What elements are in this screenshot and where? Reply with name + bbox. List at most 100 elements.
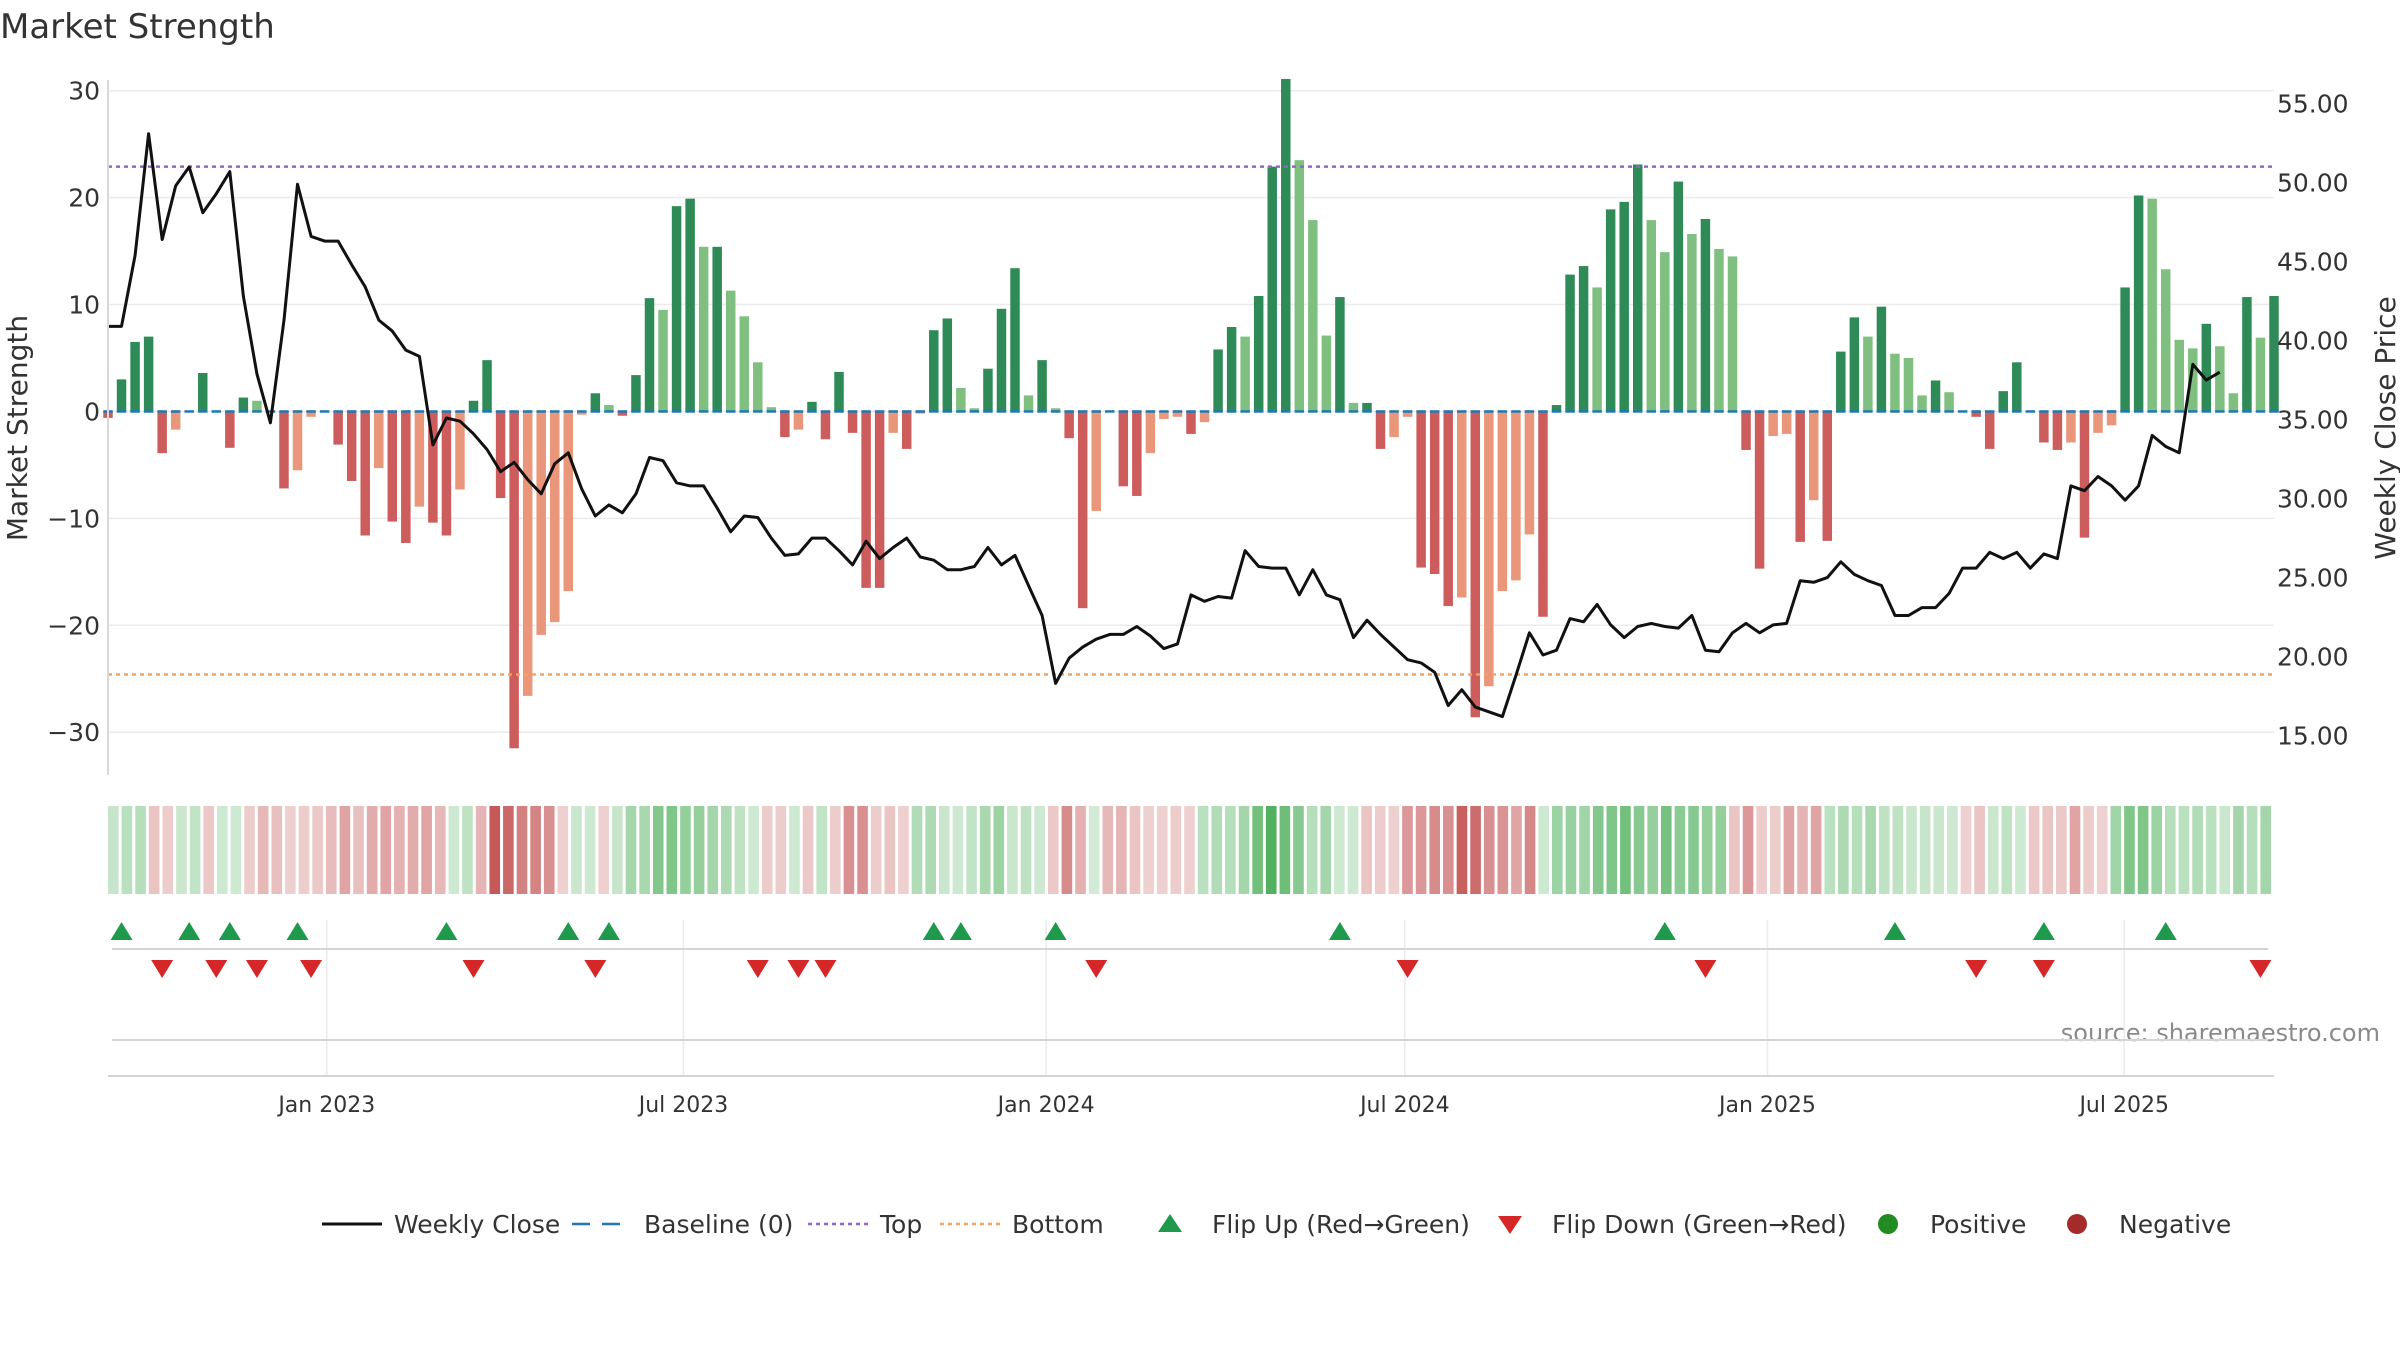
strip-cell [489,806,501,894]
strip-cell [1197,806,1209,894]
strength-bar [455,411,465,490]
strip-cell [1511,806,1522,894]
weekly-close-series [108,132,2221,719]
strength-bar [1253,295,1264,412]
strip-cell [380,806,392,894]
strip-cell [2205,806,2217,894]
strip-cell [652,806,664,894]
strength-bar [2201,323,2212,412]
strength-bar [590,393,601,412]
strip-cell [1987,806,1999,894]
strength-bar [495,411,506,499]
strength-bar [1132,411,1142,496]
strip-cell [1769,806,1781,894]
strength-bar [387,411,398,522]
strength-bar [1849,317,1860,412]
strip-cell [1020,806,1032,894]
strength-bar [428,411,438,523]
strip-cell [1974,806,1985,894]
flip-down-marker [1694,960,1717,978]
strip-cell [189,806,201,894]
strip-cell [993,806,1005,894]
strength-bar [1497,411,1508,592]
strength-bar [820,411,831,440]
strip-cell [1674,806,1686,894]
strip-cell [2151,806,2163,894]
legend-item: Weekly Close [322,1210,560,1239]
strip-cell [1265,806,1277,894]
x-tick-label: Jul 2023 [637,1093,729,1118]
strength-bar [712,246,722,412]
strength-bar [252,400,262,412]
strip-cell [543,806,555,894]
strength-bar [2106,411,2117,426]
strip-cell [421,806,432,894]
strength-bar [1308,220,1318,412]
strip-cell [775,806,787,894]
strength-bar [157,411,167,454]
strength-bar [1944,392,1954,412]
strip-cell [2165,806,2176,894]
flip-up-marker [178,922,201,940]
strip-cell [898,806,909,894]
strength-bar [441,411,452,536]
strip-cell [789,806,800,894]
strength-bar [1903,358,1914,412]
strip-cell [666,806,678,894]
strip-cell [2219,806,2231,894]
flip-down-marker [151,960,174,978]
strip-cell [1606,806,1618,894]
strength-bar [861,411,871,588]
strength-bar [522,411,533,696]
strip-cell [2124,806,2135,894]
strength-bar [1186,411,1196,434]
strength-bar [306,411,316,417]
strip-cell [1320,806,1332,894]
strength-bar [1091,411,1101,511]
strength-bar [1470,411,1481,718]
strip-cell [1592,806,1604,894]
strip-cell [721,806,732,894]
strip-cell [1388,806,1400,894]
strength-bar [198,372,208,412]
y-tick-right: 50.00 [2277,169,2349,198]
y-axis-right-label: Weekly Close Price [2369,296,2400,559]
strength-bar [698,246,709,412]
y-axis-left-label: Market Strength [1,315,34,541]
strength-bar [2120,287,2130,412]
strip-cell [1034,806,1045,894]
strength-bar [292,411,303,471]
strip-cell [176,806,187,894]
strip-cell [216,806,228,894]
strength-bar [1037,360,1047,412]
flip-down-marker [205,960,228,978]
strength-bar [2160,269,2171,412]
strip-cell [1238,806,1250,894]
strength-bar [1010,268,1020,412]
strip-cell [1061,806,1073,894]
legend-item: Flip Down (Green→Red) [1498,1210,1847,1239]
strength-bar [1619,201,1629,412]
strength-bar [509,411,519,749]
strip-cell [1252,806,1263,894]
strip-cell [271,806,283,894]
strength-bar [1984,411,1995,449]
strength-bar [1565,274,1575,412]
strength-bar [130,341,140,412]
strip-cell [1347,806,1359,894]
strip-cell [1851,806,1863,894]
strength-bar [847,411,858,433]
legend-tri-up-icon [1158,1214,1182,1232]
strength-bar [2215,346,2225,412]
strength-bar [1808,411,1819,501]
y-tick-left: −10 [47,504,100,533]
strength-bar [1768,411,1778,437]
y-tick-right: 40.00 [2277,327,2349,356]
y-tick-left: −20 [47,611,100,640]
y-tick-left: 30 [68,77,100,106]
strength-bar [1930,380,1941,412]
strength-bar [2039,411,2049,443]
strip-cell [1865,806,1876,894]
strip-cell [1552,806,1563,894]
